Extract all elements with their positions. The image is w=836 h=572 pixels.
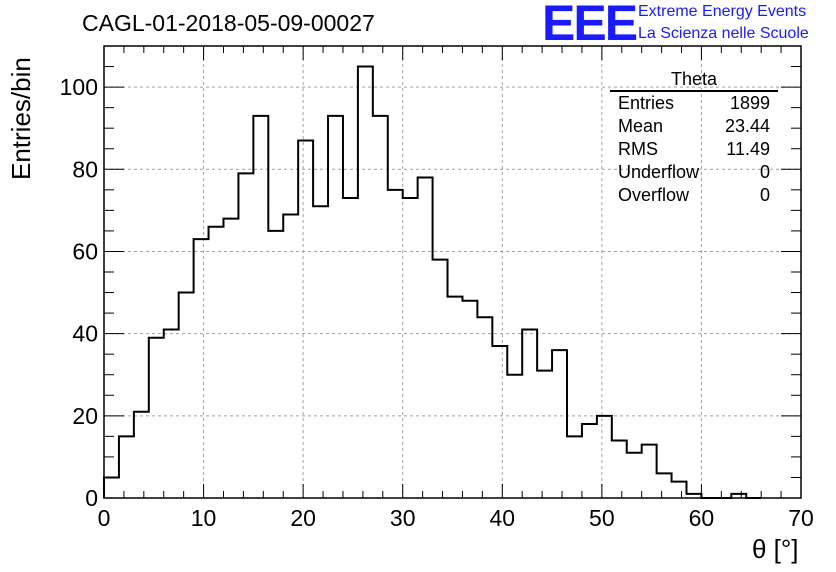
x-tick-label: 30 (390, 505, 416, 531)
y-tick-label: 0 (85, 485, 98, 511)
x-tick-label: 40 (489, 505, 515, 531)
stats-label: Mean (618, 116, 664, 136)
x-tick-label: 0 (98, 505, 111, 531)
x-axis-label: θ [°] (752, 534, 799, 564)
stats-box: Theta Entries 1899 Mean 23.44 RMS 11.49 … (610, 68, 778, 207)
x-tick-label: 20 (290, 505, 316, 531)
stats-label: Overflow (618, 185, 690, 205)
stats-value: 1899 (729, 93, 770, 113)
stats-label: Entries (618, 93, 675, 113)
stats-row-underflow: Underflow 0 (610, 161, 778, 184)
y-axis-label: Entries/bin (6, 57, 36, 180)
y-tick-label: 40 (72, 321, 98, 347)
stats-row-rms: RMS 11.49 (610, 138, 778, 161)
stats-row-mean: Mean 23.44 (610, 115, 778, 138)
logo-text-line2: La Scienza nelle Scuole (638, 25, 809, 42)
stats-label: RMS (618, 139, 658, 159)
stats-row-overflow: Overflow 0 (610, 184, 778, 207)
stats-value: 11.49 (726, 139, 770, 159)
axis-ticks (103, 45, 802, 499)
histogram-outline (103, 65, 762, 499)
stats-title: Theta (610, 68, 778, 92)
stats-row-entries: Entries 1899 (610, 92, 778, 115)
y-tick-label: 20 (72, 403, 98, 429)
stats-value: 23.44 (724, 116, 770, 136)
x-tick-label: 50 (589, 505, 615, 531)
y-tick-label: 60 (72, 238, 98, 264)
logo-text-line1: Extreme Energy Events (638, 3, 807, 20)
chart-title: CAGL-01-2018-05-09-00027 (82, 10, 375, 36)
eee-logo-mark: EEE (542, 0, 638, 51)
x-tick-label: 60 (689, 505, 715, 531)
x-tick-label: 10 (191, 505, 217, 531)
axis-tick-labels: 0 10 20 30 40 50 60 70 0 20 40 60 80 100 (60, 74, 814, 531)
stats-label: Underflow (618, 162, 700, 182)
stats-value: 0 (759, 185, 770, 205)
histogram-series (103, 65, 762, 499)
y-tick-label: 100 (60, 74, 98, 100)
x-tick-label: 70 (788, 505, 814, 531)
stats-value: 0 (759, 162, 770, 182)
grid-lines (104, 46, 801, 498)
y-tick-label: 80 (72, 156, 98, 182)
